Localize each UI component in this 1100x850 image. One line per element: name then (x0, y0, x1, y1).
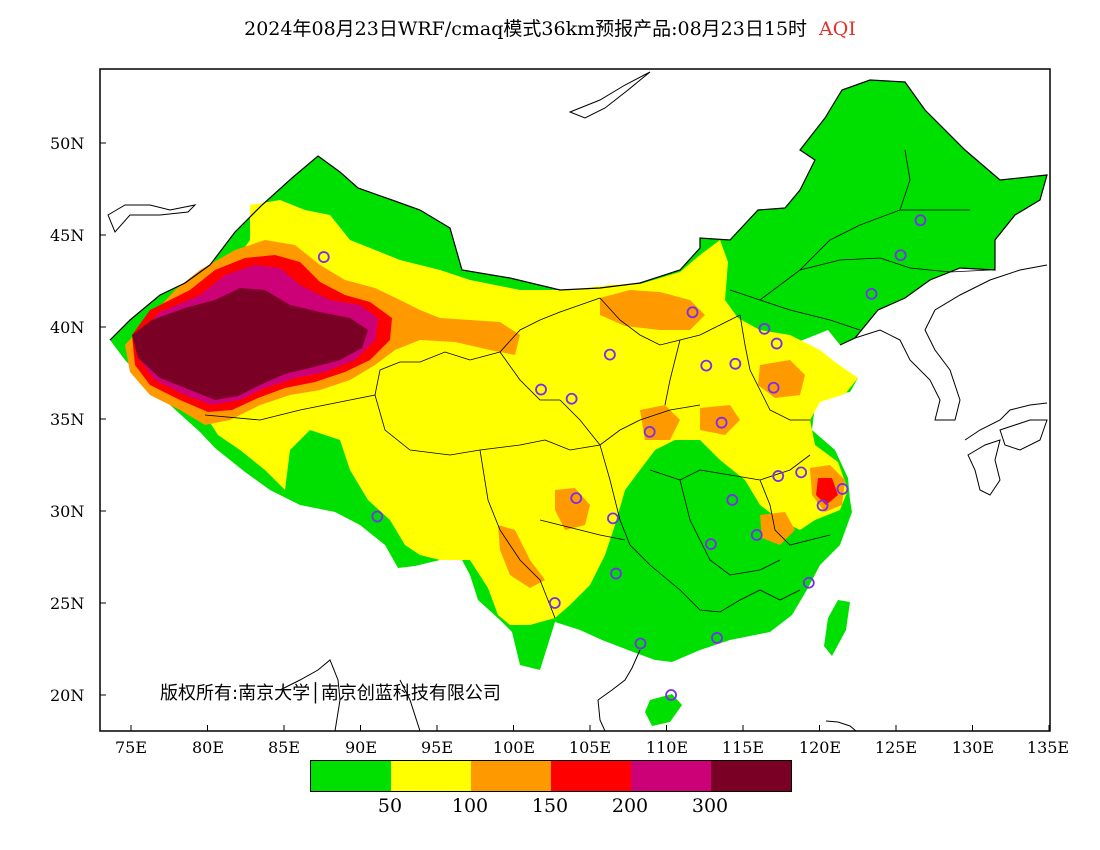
aqi-region-hazardous (132, 288, 368, 400)
national-border (109, 79, 1048, 346)
aqi-region-unhealthy-east (816, 478, 838, 505)
lon-label: 125E (874, 738, 918, 757)
station-marker (565, 392, 578, 405)
map-frame (99, 68, 1051, 732)
station-marker (750, 529, 763, 541)
legend-swatch (311, 761, 391, 791)
map-title: 2024年08月23日WRF/cmaq模式36km预报产品:08月23日15时 A… (0, 14, 1100, 41)
station-marker (715, 416, 728, 429)
station-marker (729, 357, 742, 370)
lon-label: 135E (1026, 738, 1070, 757)
lon-label: 110E (645, 738, 689, 757)
hainan-region (645, 694, 682, 726)
lat-label: 30N (50, 502, 85, 521)
lon-label: 90E (344, 738, 378, 757)
aqi-region-usg-east1 (600, 290, 705, 330)
lat-label: 35N (50, 410, 85, 429)
station-marker (700, 359, 713, 372)
lon-label: 120E (798, 738, 842, 757)
monitoring-stations (317, 214, 927, 701)
station-marker (726, 494, 739, 506)
station-marker (371, 510, 384, 523)
color-legend (310, 760, 792, 792)
lon-label: 130E (951, 738, 995, 757)
lon-label: 80E (191, 738, 225, 757)
lon-label: 105E (568, 738, 612, 757)
lon-label: 85E (267, 738, 301, 757)
station-marker (317, 251, 330, 263)
station-marker (836, 483, 849, 495)
station-marker (767, 381, 780, 394)
legend-label: 200 (611, 795, 649, 817)
legend-label: 300 (691, 795, 729, 817)
aqi-region-usg-c4 (700, 405, 740, 435)
copyright-text: 版权所有:南京大学│南京创蓝科技有限公司 (160, 683, 501, 704)
aqi-region-usg-sw (498, 525, 545, 588)
lon-label: 100E (492, 738, 536, 757)
station-marker (758, 322, 771, 335)
lon-label: 75E (114, 738, 148, 757)
station-marker (570, 492, 583, 505)
taiwan-region (824, 600, 850, 656)
lat-label: 25N (50, 594, 85, 613)
legend-label: 150 (531, 795, 569, 817)
station-marker (610, 567, 622, 580)
title-variable: AQI (819, 18, 856, 40)
station-marker (634, 637, 647, 650)
coastlines (107, 71, 1048, 731)
legend-swatch (551, 761, 631, 791)
station-marker (607, 512, 619, 525)
station-marker (770, 337, 783, 350)
legend-swatch (711, 761, 791, 791)
station-marker (802, 576, 815, 589)
legend-label: 100 (451, 795, 489, 817)
station-marker (686, 306, 699, 319)
station-marker (665, 689, 677, 701)
station-marker (548, 597, 561, 609)
lon-label: 95E (420, 738, 454, 757)
legend-swatch (631, 761, 711, 791)
station-marker (914, 214, 927, 227)
legend-swatch (471, 761, 551, 791)
station-marker (603, 348, 616, 361)
lat-label: 50N (50, 134, 85, 153)
title-main: 2024年08月23日WRF/cmaq模式36km预报产品:08月23日15时 (244, 18, 808, 40)
station-marker (772, 470, 785, 482)
aqi-region-usg-east2 (758, 360, 805, 398)
station-marker (816, 499, 829, 512)
station-marker (535, 383, 547, 396)
legend-label: 50 (377, 795, 403, 817)
aqi-region-usg-c3 (760, 512, 795, 545)
station-marker (795, 466, 808, 479)
lat-label: 40N (50, 318, 85, 337)
station-marker (704, 538, 717, 551)
station-marker (643, 425, 656, 438)
legend-swatch (391, 761, 471, 791)
station-marker (865, 287, 878, 300)
lon-label: 115E (721, 738, 765, 757)
lat-label: 20N (50, 686, 85, 705)
lat-label: 45N (50, 226, 85, 245)
station-marker (894, 249, 907, 262)
aqi-region-usg-c2 (640, 405, 680, 440)
axis-ticks (100, 142, 1050, 731)
station-marker (711, 632, 723, 644)
